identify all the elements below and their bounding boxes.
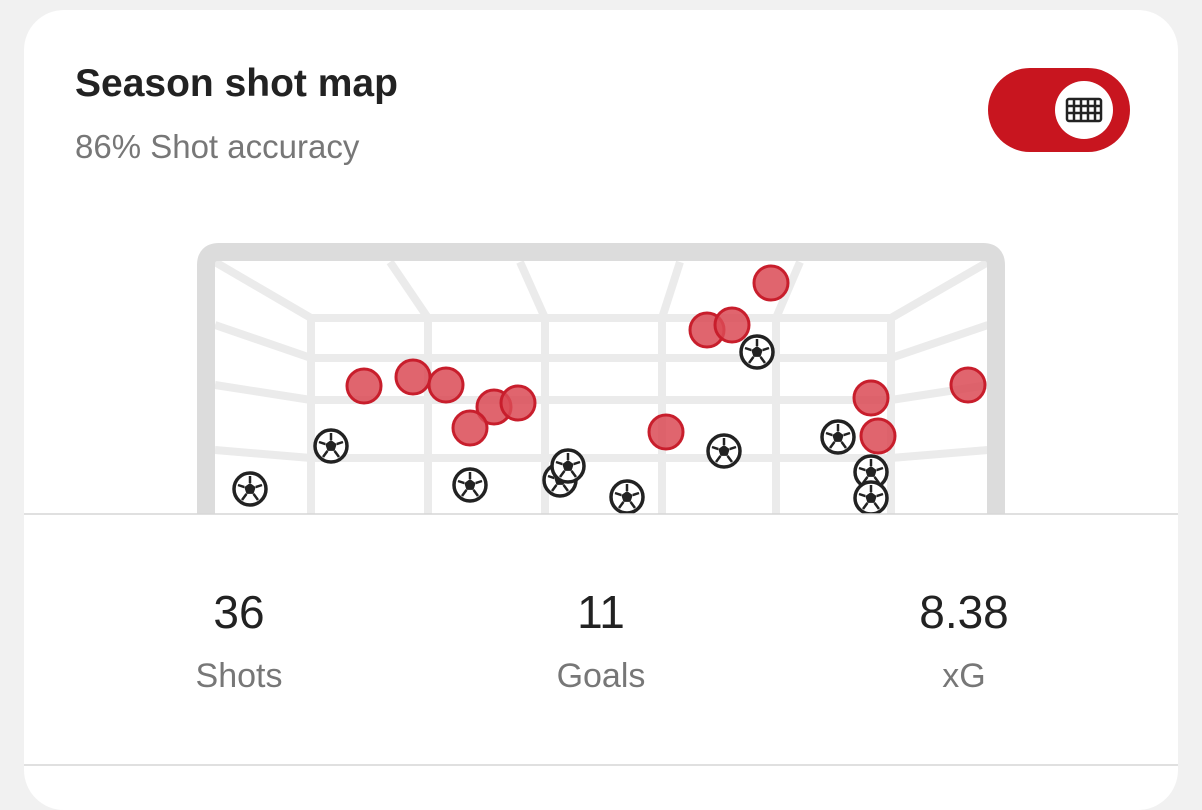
stat-label: Goals — [556, 657, 646, 695]
stat-value: 8.38 — [919, 586, 1009, 638]
goal — [197, 243, 1005, 514]
subtitle: 86% Shot accuracy — [75, 128, 360, 165]
stat-label: Shots — [195, 657, 283, 695]
stat: 36 Shots — [89, 585, 389, 696]
stat-label: xG — [942, 657, 986, 695]
stat: 8.38 xG — [814, 585, 1114, 696]
title: Season shot map — [75, 62, 398, 105]
shot-map — [24, 68, 1178, 766]
stat-value: 36 — [213, 586, 265, 638]
toggle[interactable] — [988, 68, 1130, 152]
card — [24, 10, 1178, 810]
page: {"header": {"title": "Season shot map", … — [24, 10, 1178, 810]
card-content: Season shot map 86% Shot accuracy — [24, 10, 1178, 810]
stat: 11 Goals — [451, 585, 751, 696]
stat-value: 11 — [577, 586, 625, 638]
